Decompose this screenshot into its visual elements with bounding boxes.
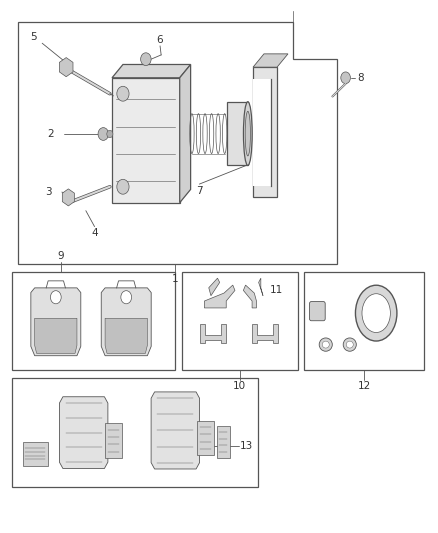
Polygon shape bbox=[259, 278, 263, 296]
Circle shape bbox=[117, 86, 129, 101]
Circle shape bbox=[107, 130, 113, 138]
Circle shape bbox=[50, 290, 61, 304]
Ellipse shape bbox=[346, 341, 353, 348]
Bar bbox=[106, 423, 122, 458]
Polygon shape bbox=[112, 64, 191, 78]
Polygon shape bbox=[60, 397, 108, 469]
Ellipse shape bbox=[319, 338, 332, 351]
Circle shape bbox=[341, 72, 350, 84]
Circle shape bbox=[98, 127, 109, 140]
Bar bbox=[12, 378, 258, 487]
Polygon shape bbox=[105, 318, 147, 353]
Bar bbox=[182, 272, 297, 370]
Ellipse shape bbox=[322, 341, 329, 348]
Polygon shape bbox=[200, 325, 226, 343]
Text: 8: 8 bbox=[357, 73, 364, 83]
Polygon shape bbox=[244, 285, 257, 308]
Circle shape bbox=[121, 290, 131, 304]
Ellipse shape bbox=[356, 285, 397, 341]
Text: 4: 4 bbox=[91, 228, 98, 238]
Text: 11: 11 bbox=[270, 285, 283, 295]
Text: 12: 12 bbox=[357, 381, 371, 391]
Polygon shape bbox=[101, 288, 151, 356]
Bar bbox=[22, 442, 48, 466]
Bar bbox=[197, 421, 214, 455]
Text: 2: 2 bbox=[48, 129, 54, 139]
Ellipse shape bbox=[245, 111, 251, 156]
Text: 13: 13 bbox=[240, 441, 253, 451]
Text: 1: 1 bbox=[172, 274, 179, 284]
Text: 9: 9 bbox=[57, 252, 64, 261]
Ellipse shape bbox=[244, 102, 252, 165]
Bar bbox=[253, 79, 271, 185]
Polygon shape bbox=[180, 64, 191, 203]
Text: 7: 7 bbox=[196, 186, 203, 196]
Polygon shape bbox=[35, 318, 77, 353]
Bar bbox=[253, 67, 277, 197]
Polygon shape bbox=[252, 325, 278, 343]
Bar bbox=[12, 272, 175, 370]
Bar bbox=[217, 426, 230, 458]
Polygon shape bbox=[205, 285, 235, 308]
Ellipse shape bbox=[362, 294, 390, 333]
Text: 10: 10 bbox=[233, 381, 246, 391]
Bar bbox=[304, 272, 424, 370]
Ellipse shape bbox=[343, 338, 357, 351]
Polygon shape bbox=[112, 78, 180, 203]
Circle shape bbox=[117, 179, 129, 194]
Polygon shape bbox=[62, 189, 74, 206]
Circle shape bbox=[141, 53, 151, 66]
Text: 6: 6 bbox=[157, 35, 163, 44]
FancyBboxPatch shape bbox=[310, 302, 325, 321]
Polygon shape bbox=[151, 392, 200, 469]
Bar bbox=[227, 102, 248, 165]
Polygon shape bbox=[60, 58, 73, 77]
Text: 3: 3 bbox=[46, 187, 52, 197]
Polygon shape bbox=[253, 54, 288, 67]
Polygon shape bbox=[31, 288, 81, 356]
Polygon shape bbox=[209, 278, 220, 296]
Text: 5: 5 bbox=[30, 32, 37, 42]
